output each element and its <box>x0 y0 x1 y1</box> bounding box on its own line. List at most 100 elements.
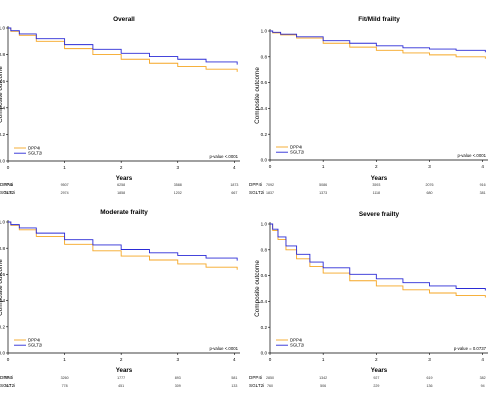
y-tick-label: 0.4 <box>0 105 5 110</box>
y-tick-label: 0.8 <box>0 246 5 251</box>
risk-count: 229 <box>373 384 379 388</box>
legend-label-dpp4i: DPP4i <box>28 146 40 151</box>
legend-label-sglt2i: SGLT2i <box>290 343 304 348</box>
y-tick-label: 1.0 <box>261 29 268 34</box>
panel-3: Moderate frailty Composite outcome 0.0 0.2 0… <box>0 209 240 388</box>
p-value-annotation: p-value = 0.0737 <box>454 346 487 351</box>
legend-label-dpp4i: DPP4i <box>290 338 302 343</box>
risk-count: 3260 <box>61 376 69 380</box>
panel-title: Overall <box>113 16 135 23</box>
panel-title: Severe frailty <box>359 211 400 218</box>
x-tick-label: 4 <box>481 357 484 362</box>
y-tick-label: 0.2 <box>261 325 268 330</box>
y-axis-label: Composite outcome <box>0 66 4 123</box>
risk-row-name: SGLT2i <box>249 190 264 195</box>
y-tick-label: 0.4 <box>261 106 268 111</box>
risk-count: 3514 <box>4 191 12 195</box>
x-tick-label: 0 <box>7 357 10 362</box>
legend-label-sglt2i: SGLT2i <box>28 151 42 156</box>
risk-count: 667 <box>231 191 237 195</box>
risk-count: 3588 <box>174 183 182 187</box>
x-tick-label: 3 <box>176 165 179 170</box>
panel-4: Severe frailty Composite outcome 0.0 0.2 0.4… <box>249 211 488 388</box>
series-line-sglt2i <box>8 27 238 65</box>
risk-count: 136 <box>427 384 433 388</box>
x-tick-label: 0 <box>269 357 272 362</box>
y-tick-label: 0.8 <box>0 52 5 57</box>
risk-row-name: DPP4i <box>249 182 262 187</box>
y-axis-label: Composite outcome <box>0 259 4 316</box>
risk-count: 917 <box>5 384 11 388</box>
y-tick-label: 0.0 <box>0 159 5 164</box>
y-tick-label: 0.2 <box>0 324 5 329</box>
y-tick-label: 0.6 <box>0 272 5 277</box>
risk-count: 581 <box>231 376 237 380</box>
risk-count: 94 <box>481 384 485 388</box>
x-tick-label: 1 <box>322 357 325 362</box>
x-axis-label: Years <box>116 367 133 374</box>
series-line-sglt2i <box>270 30 486 53</box>
risk-count: 451 <box>118 384 124 388</box>
risk-count: 1342 <box>319 376 327 380</box>
x-tick-label: 3 <box>428 164 431 169</box>
x-tick-label: 0 <box>269 164 272 169</box>
y-tick-label: 0.8 <box>261 54 268 59</box>
risk-count: 1837 <box>266 191 274 195</box>
y-tick-label: 0.6 <box>261 80 268 85</box>
risk-count: 1118 <box>373 191 380 195</box>
y-tick-label: 0.0 <box>0 351 5 356</box>
p-value-annotation: p-value <.0001 <box>209 154 238 159</box>
y-tick-label: 0.2 <box>0 132 5 137</box>
x-tick-label: 1 <box>322 164 325 169</box>
x-axis-label: Years <box>371 367 388 374</box>
y-tick-label: 0.4 <box>261 299 268 304</box>
risk-count: 3857 <box>4 376 12 380</box>
panel-1: Overall Composite outcome 0.0 0.2 0.4 0.6 0.8 1… <box>0 16 240 195</box>
series-line-sglt2i <box>8 221 238 261</box>
x-tick-label: 4 <box>233 165 236 170</box>
risk-count: 893 <box>175 376 181 380</box>
x-tick-label: 2 <box>375 357 378 362</box>
risk-count: 6258 <box>117 183 125 187</box>
panel-title: Moderate frailty <box>100 209 148 216</box>
risk-count: 2974 <box>61 191 69 195</box>
x-axis-label: Years <box>371 175 388 182</box>
x-tick-label: 2 <box>375 164 378 169</box>
y-tick-label: 0.2 <box>261 132 268 137</box>
risk-row-name: DPP4i <box>249 375 262 380</box>
y-axis-label: Composite outcome <box>254 67 261 124</box>
p-value-annotation: p-value <.0001 <box>457 153 486 158</box>
risk-count: 1858 <box>117 191 125 195</box>
risk-count: 7092 <box>266 183 274 187</box>
legend-label-dpp4i: DPP4i <box>28 338 40 343</box>
risk-count: 927 <box>373 376 379 380</box>
y-axis-label: Composite outcome <box>254 260 261 317</box>
x-tick-label: 0 <box>7 165 10 170</box>
x-axis-label: Years <box>116 175 133 182</box>
x-tick-label: 3 <box>428 357 431 362</box>
y-tick-label: 1.0 <box>261 222 268 227</box>
y-tick-label: 0.0 <box>261 351 268 356</box>
x-tick-label: 1 <box>63 357 66 362</box>
y-tick-label: 0.4 <box>0 298 5 303</box>
series-line-dpp4i <box>270 223 486 298</box>
panel-2: Fit/Mild frailty Composite outcome 0.0 0.2 0… <box>249 16 488 195</box>
risk-count: 2850 <box>266 376 274 380</box>
series-line-sglt2i <box>270 223 486 291</box>
y-tick-label: 0.6 <box>0 79 5 84</box>
risk-count: 619 <box>427 376 433 380</box>
series-line-dpp4i <box>270 30 486 59</box>
x-tick-label: 4 <box>233 357 236 362</box>
risk-count: 5086 <box>319 183 327 187</box>
risk-count: 1202 <box>174 191 182 195</box>
series-line-dpp4i <box>8 27 238 72</box>
legend-label-sglt2i: SGLT2i <box>290 150 304 155</box>
risk-count: 3593 <box>372 183 380 187</box>
risk-count: 760 <box>267 384 273 388</box>
risk-row-name: SGLT2i <box>249 383 264 388</box>
legend-label-sglt2i: SGLT2i <box>28 343 42 348</box>
x-tick-label: 4 <box>481 164 484 169</box>
series-line-dpp4i <box>8 221 238 270</box>
p-value-annotation: p-value <.0001 <box>209 346 238 351</box>
